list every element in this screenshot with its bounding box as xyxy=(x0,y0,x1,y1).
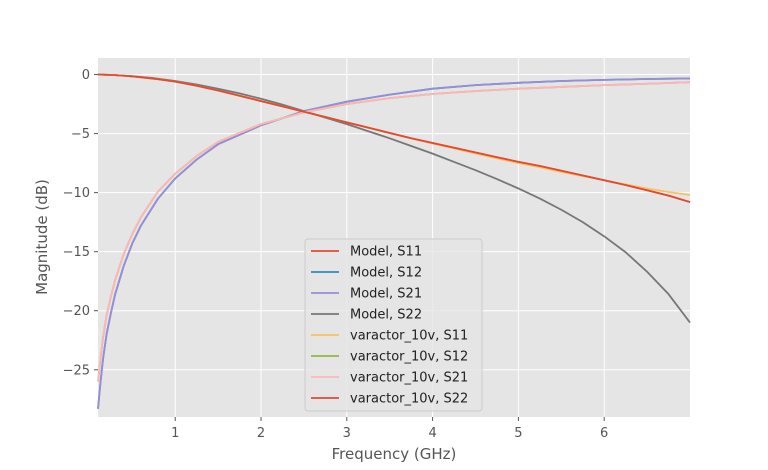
legend-label: Model, S21 xyxy=(350,287,422,302)
legend-label: varactor_10v, S22 xyxy=(350,392,468,407)
y-axis-title: Magnitude (dB) xyxy=(33,179,51,295)
y-tick-label: −15 xyxy=(63,245,90,260)
y-tick-label: −10 xyxy=(63,186,90,201)
legend-label: varactor_10v, S21 xyxy=(350,371,468,386)
x-axis-title: Frequency (GHz) xyxy=(332,445,457,463)
series-line-model-s21 xyxy=(97,77,691,409)
x-tick-label: 5 xyxy=(514,426,522,441)
x-tick-label: 1 xyxy=(171,426,179,441)
y-tick-label: −25 xyxy=(63,363,90,378)
series-line-varactor-10v-s21 xyxy=(97,81,691,382)
series-lines xyxy=(97,73,691,409)
legend-label: varactor_10v, S11 xyxy=(350,329,468,344)
x-axis-ticks: 1 2 3 4 5 6 xyxy=(171,417,608,441)
x-tick-label: 4 xyxy=(428,426,436,441)
y-tick-label: −5 xyxy=(71,127,90,142)
legend-label: varactor_10v, S12 xyxy=(350,350,468,365)
y-tick-label: 0 xyxy=(82,68,90,83)
legend-label: Model, S22 xyxy=(350,308,422,323)
x-tick-label: 6 xyxy=(600,426,608,441)
x-tick-label: 3 xyxy=(343,426,351,441)
y-tick-label: −20 xyxy=(63,304,90,319)
x-tick-label: 2 xyxy=(257,426,265,441)
legend-label: Model, S12 xyxy=(350,266,422,281)
legend-label: Model, S11 xyxy=(350,245,422,260)
legend: Model, S11 Model, S12 Model, S21 Model, S22… xyxy=(304,238,483,412)
y-axis-ticks: 0 −5 −10 −15 −20 −25 xyxy=(63,68,98,378)
legend-frame xyxy=(304,238,483,412)
legend-items: Model, S11 Model, S12 Model, S21 Model, S22… xyxy=(311,245,468,407)
series-line-model-s22 xyxy=(97,73,691,324)
series-line-varactor-10v-s22 xyxy=(97,73,691,203)
